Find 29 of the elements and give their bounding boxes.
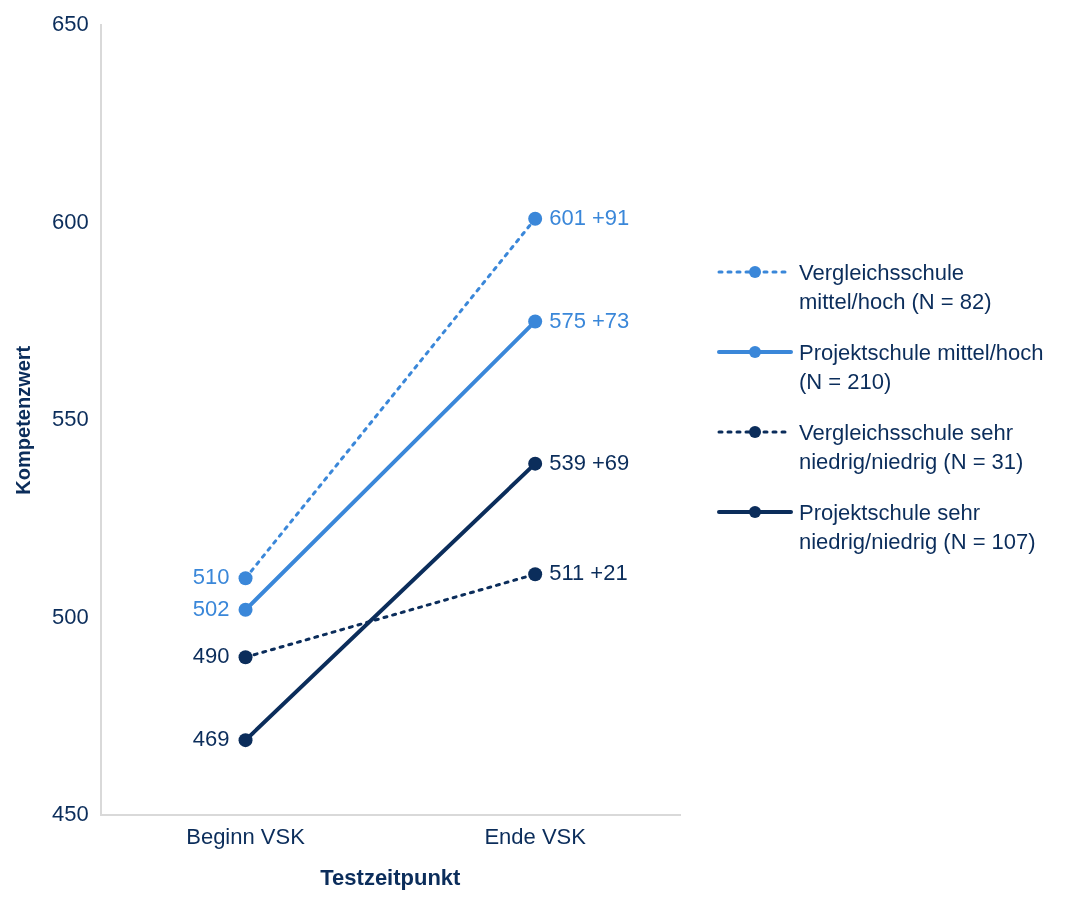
y-tick-label: 650: [51, 11, 89, 37]
point: [238, 650, 253, 665]
data-label: 502: [192, 595, 230, 621]
data-label: 490: [192, 643, 230, 669]
point: [528, 211, 543, 226]
legend-label: Projektschule sehr niedrig/niedrig (N = 107): [799, 499, 1037, 556]
y-tick-label: 500: [51, 603, 89, 629]
point: [528, 456, 543, 471]
point: [238, 602, 253, 617]
y-tick-label: 550: [51, 406, 89, 432]
point: [238, 571, 253, 586]
x-tick-label: Ende VSK: [484, 824, 587, 850]
x-axis-title: Testzeitpunkt: [320, 864, 462, 890]
y-axis-title: Kompetenzwert: [11, 345, 34, 495]
data-label: 575 +73: [549, 307, 630, 333]
data-label: 510: [192, 564, 230, 590]
point: [238, 733, 253, 748]
data-label: 601 +91: [549, 204, 630, 230]
data-label: 511 +21: [549, 560, 628, 586]
legend-label: Vergleichsschule sehr niedrig/niedrig (N = 31): [799, 419, 1025, 476]
point: [528, 314, 543, 329]
legend-label: Projektschule mittel/hoch (N = 210): [799, 339, 1045, 396]
data-label: 539 +69: [549, 449, 630, 475]
point: [528, 567, 543, 582]
x-tick-label: Beginn VSK: [186, 824, 306, 850]
y-tick-label: 450: [51, 801, 89, 827]
legend-label: Vergleichsschule mittel/hoch (N = 82): [799, 259, 993, 316]
y-tick-label: 600: [51, 208, 89, 234]
data-label: 469: [192, 726, 230, 752]
